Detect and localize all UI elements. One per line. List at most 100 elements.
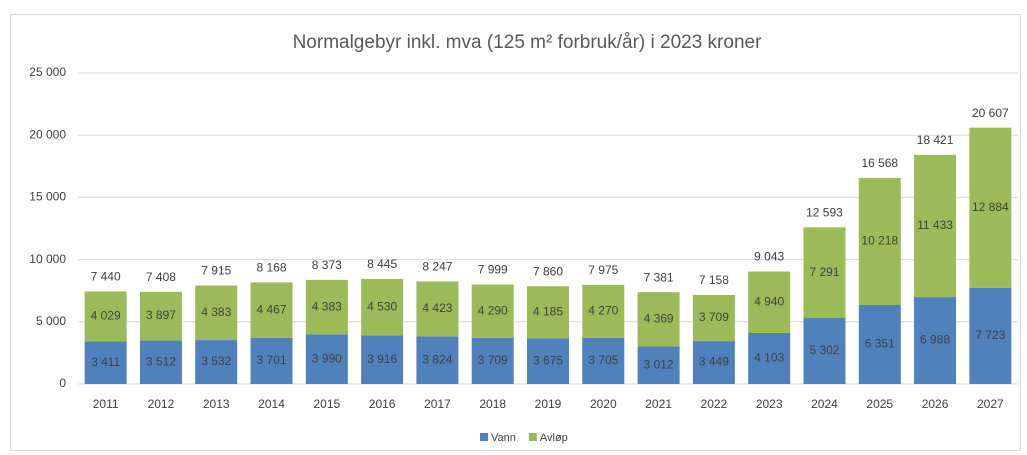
value-label: 4 185 (533, 304, 563, 318)
legend-swatch (480, 433, 488, 441)
value-label: 6 351 (865, 337, 895, 351)
bar-segment (858, 177, 901, 305)
total-label: 7 440 (91, 270, 121, 284)
bar-segment (527, 338, 569, 384)
total-label: 7 158 (699, 273, 729, 287)
bar-segment (250, 337, 293, 384)
bar-segment (195, 340, 238, 384)
bar-segment (471, 337, 514, 384)
bar-segment (637, 346, 680, 384)
value-label: 7 291 (809, 265, 839, 279)
total-label: 7 915 (201, 264, 231, 278)
bar-segment (361, 335, 404, 384)
value-label: 3 709 (699, 310, 729, 324)
total-label: 7 999 (478, 263, 508, 277)
bar-segment (803, 318, 846, 384)
bar-segment (416, 281, 459, 337)
x-tick-label: 2017 (424, 397, 451, 411)
x-tick-label: 2026 (922, 397, 949, 411)
bar-segment (527, 286, 569, 339)
bar-segment (139, 340, 182, 384)
x-tick-label: 2011 (93, 397, 119, 411)
value-label: 4 290 (478, 303, 508, 317)
x-tick-label: 2015 (313, 397, 340, 411)
total-label: 7 975 (588, 263, 618, 277)
x-tick-label: 2016 (369, 397, 396, 411)
bar-segment (416, 336, 459, 384)
chart-title: Normalgebyr inkl. mva (125 m² forbruk/år… (293, 32, 763, 53)
bar-segment (748, 332, 791, 384)
bar-segment (84, 291, 127, 342)
bar-segment (803, 227, 846, 319)
legend-label: Avløp (540, 432, 568, 444)
y-tick-label: 5 000 (36, 314, 66, 328)
bar-segment (84, 341, 127, 384)
x-tick-label: 2020 (590, 397, 617, 411)
value-label: 3 675 (533, 353, 563, 367)
x-tick-label: 2014 (258, 397, 285, 411)
total-label: 8 373 (312, 258, 342, 272)
total-label: 7 381 (644, 270, 674, 284)
value-label: 4 103 (754, 351, 784, 365)
bar-segment (969, 127, 1012, 288)
value-label: 12 884 (972, 200, 1009, 214)
value-label: 4 369 (644, 312, 674, 326)
value-label: 3 411 (91, 355, 120, 369)
value-label: 10 218 (861, 234, 898, 248)
bar-segment (969, 287, 1012, 384)
bar-segment (692, 341, 735, 384)
value-label: 3 916 (367, 352, 397, 366)
value-label: 4 383 (312, 299, 342, 313)
value-label: 4 423 (422, 301, 452, 315)
y-tick-label: 20 000 (29, 127, 66, 141)
bar-segment (637, 292, 680, 347)
total-label: 7 860 (533, 264, 563, 278)
total-label: 8 168 (257, 261, 287, 275)
total-label: 9 043 (754, 250, 784, 264)
value-label: 3 012 (644, 357, 674, 371)
value-label: 3 824 (422, 352, 452, 366)
y-tick-label: 0 (59, 376, 66, 390)
bar-segment (305, 279, 348, 335)
value-label: 4 029 (91, 309, 121, 323)
value-label: 3 701 (257, 353, 287, 367)
value-label: 11 433 (917, 218, 953, 232)
x-tick-label: 2022 (701, 397, 728, 411)
bar-segment (361, 278, 404, 336)
x-tick-label: 2013 (203, 397, 230, 411)
x-tick-label: 2025 (866, 397, 893, 411)
bar-segment (139, 291, 182, 341)
value-label: 4 530 (367, 299, 397, 313)
value-label: 4 270 (588, 304, 618, 318)
value-label: 4 940 (754, 294, 784, 308)
bar-segment (471, 284, 514, 338)
bar-segment (582, 337, 625, 384)
total-label: 12 593 (806, 206, 843, 220)
x-tick-label: 2019 (535, 397, 562, 411)
value-label: 4 383 (201, 305, 231, 319)
bar-segment (914, 297, 957, 384)
total-label: 8 247 (422, 260, 452, 274)
bar-segment (305, 334, 348, 384)
legend-label: Vann (491, 432, 516, 444)
total-label: 20 607 (972, 106, 1009, 120)
y-tick-label: 10 000 (29, 252, 66, 266)
x-tick-label: 2018 (479, 397, 506, 411)
x-tick-label: 2024 (811, 397, 838, 411)
bar-segment (195, 285, 238, 341)
value-label: 3 705 (588, 353, 618, 367)
value-label: 7 723 (975, 328, 1005, 342)
x-tick-label: 2023 (756, 397, 783, 411)
value-label: 3 897 (146, 308, 176, 322)
bar-segment (858, 304, 901, 384)
bar-segment (582, 284, 625, 338)
x-tick-label: 2027 (977, 397, 1004, 411)
x-tick-label: 2021 (645, 397, 672, 411)
bar-segment (250, 282, 293, 338)
total-label: 8 445 (367, 257, 397, 271)
value-label: 6 988 (920, 333, 950, 347)
y-tick-label: 25 000 (29, 65, 66, 79)
bar-segment (914, 154, 957, 298)
legend-swatch (528, 433, 537, 441)
